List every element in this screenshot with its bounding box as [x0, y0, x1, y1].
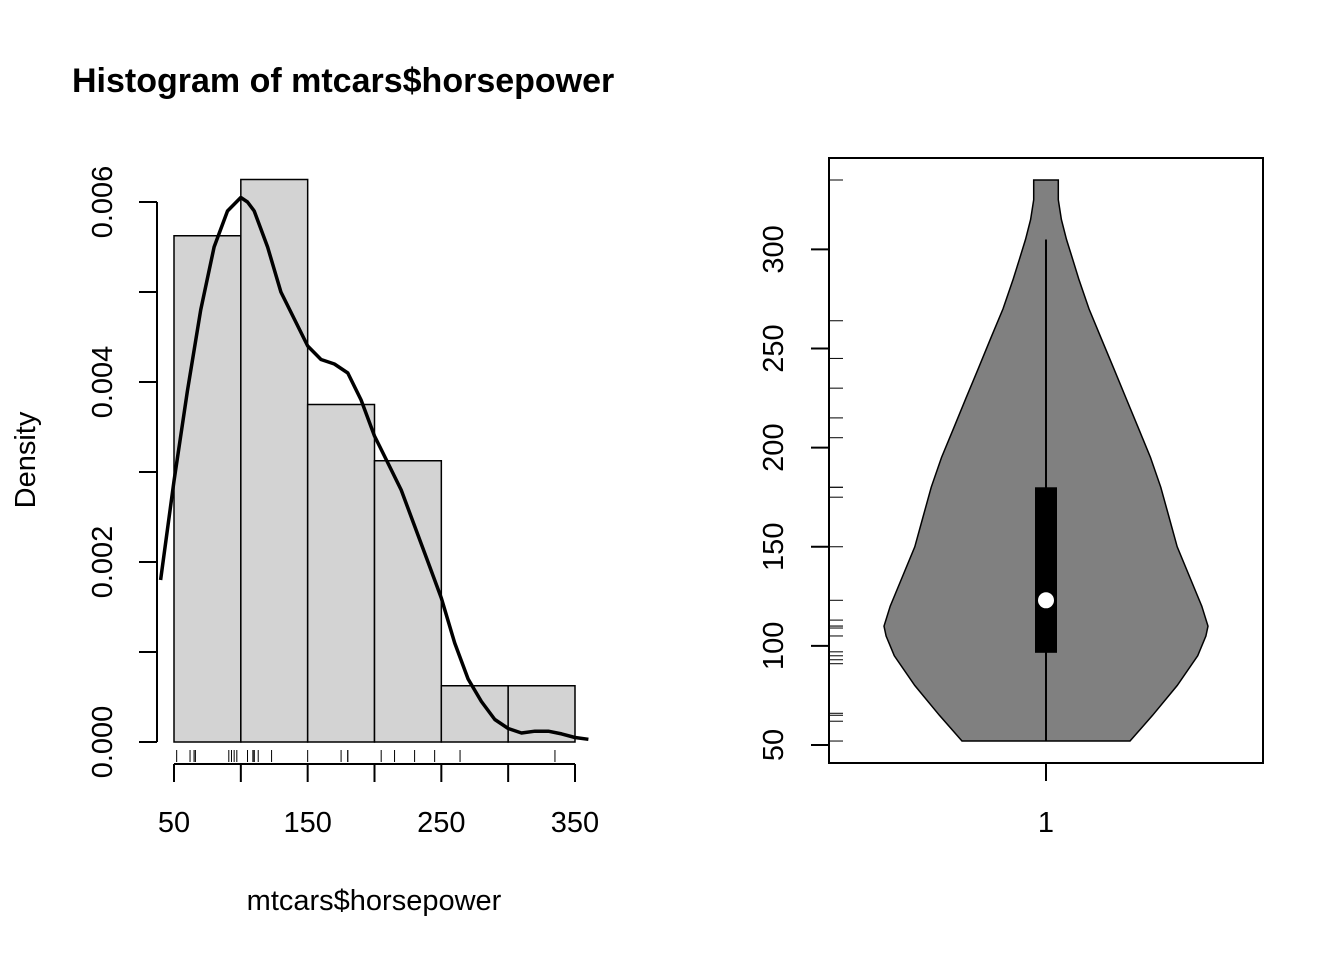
histogram-bar-3: [306, 403, 376, 743]
x-tick-label: 50: [158, 807, 190, 839]
y-tick-label: 250: [758, 324, 790, 372]
y-axis-title: Density: [10, 411, 42, 508]
density-curve-group: [158, 195, 589, 742]
histogram-bar-4: [373, 460, 443, 743]
x-tick-label: 1: [1038, 807, 1054, 839]
histogram-title: Histogram of mtcars$horsepower: [72, 62, 614, 100]
violin-x-axis: 1: [1038, 763, 1054, 839]
y-tick-label: 0.000: [87, 706, 119, 779]
x-tick-label: 350: [551, 807, 599, 839]
y-tick-label: 100: [758, 622, 790, 670]
y-tick-label: 150: [758, 523, 790, 571]
y-tick-label: 0.002: [87, 526, 119, 599]
y-tick-label: 0.004: [87, 346, 119, 419]
histogram-bar-1: [173, 235, 242, 743]
density-curve: [158, 195, 589, 742]
histogram-y-axis: 0.000 0.002 0.004 0.006: [87, 166, 158, 779]
histogram-x-axis: 50 150 250 350: [158, 763, 599, 839]
y-tick-label: 0.006: [87, 166, 119, 239]
y-tick-label: 200: [758, 423, 790, 471]
violin-box: [1035, 487, 1057, 653]
violin-panel: 50 100 150 200 250 300 1: [758, 157, 1264, 839]
x-tick-label: 150: [283, 807, 331, 839]
histogram-bars: [173, 178, 576, 743]
x-tick-label: 250: [417, 807, 465, 839]
violin-rug: [829, 179, 843, 742]
violin-y-axis: 50 100 150 200 250 300: [758, 225, 830, 761]
y-tick-label: 300: [758, 225, 790, 273]
histogram-bar-5: [440, 685, 509, 743]
histogram-panel: Histogram of mtcars$horsepower 0.0000.00…: [10, 62, 614, 917]
histogram-rug: [176, 750, 556, 762]
y-tick-label: 50: [758, 729, 790, 761]
x-axis-title: mtcars$horsepower: [247, 885, 502, 917]
violin-median-point: [1038, 592, 1054, 609]
